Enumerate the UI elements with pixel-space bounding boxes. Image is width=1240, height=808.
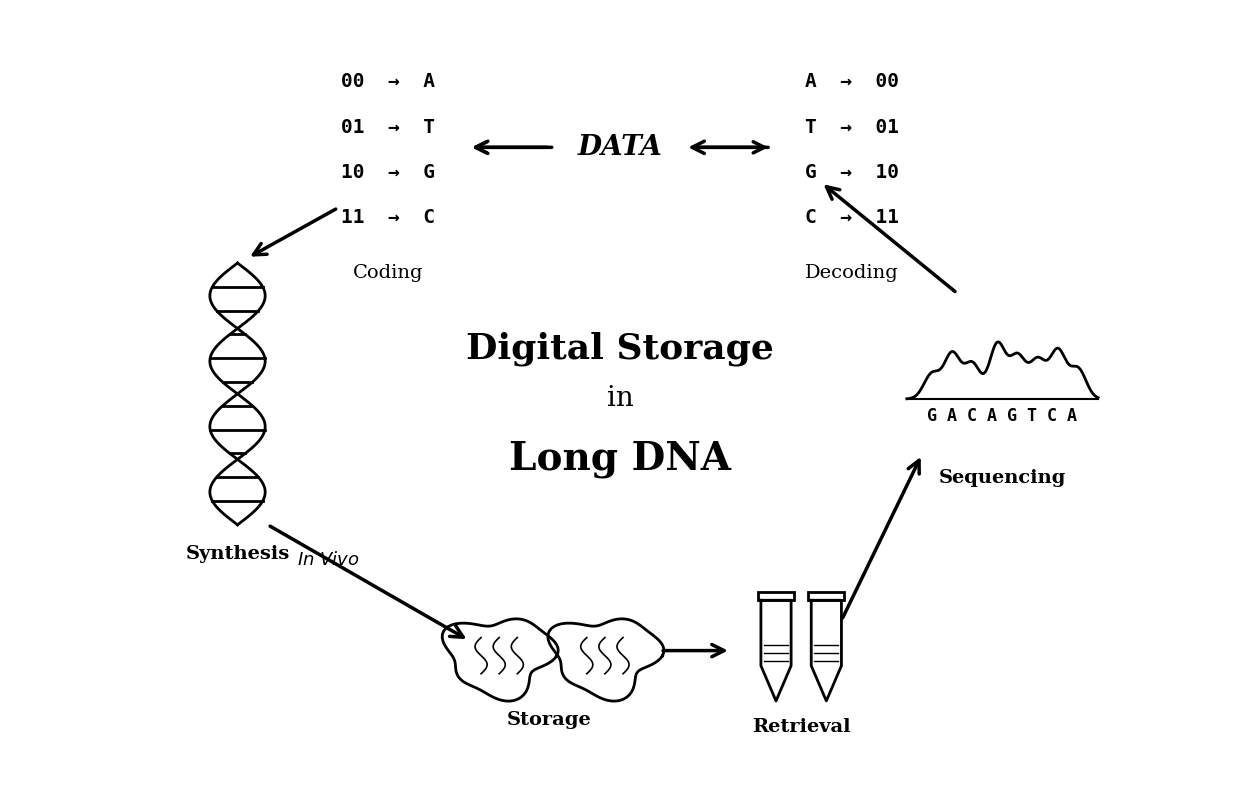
- Text: A  →  00: A → 00: [805, 73, 899, 91]
- Text: 10  →  G: 10 → G: [341, 163, 435, 182]
- Text: G A C A G T C A: G A C A G T C A: [928, 407, 1078, 425]
- Polygon shape: [443, 619, 558, 701]
- Polygon shape: [548, 619, 663, 701]
- Text: Retrieval: Retrieval: [751, 718, 851, 736]
- Text: Synthesis: Synthesis: [186, 545, 290, 563]
- Text: 11  →  C: 11 → C: [341, 208, 435, 227]
- Text: Digital Storage: Digital Storage: [466, 331, 774, 366]
- Text: DATA: DATA: [578, 134, 662, 161]
- Text: Coding: Coding: [353, 264, 424, 282]
- Text: G  →  10: G → 10: [805, 163, 899, 182]
- Text: C  →  11: C → 11: [805, 208, 899, 227]
- Text: in: in: [606, 385, 634, 412]
- Text: 01  →  T: 01 → T: [341, 118, 435, 137]
- Text: Sequencing: Sequencing: [939, 469, 1066, 487]
- Polygon shape: [761, 600, 791, 701]
- Text: T  →  01: T → 01: [805, 118, 899, 137]
- Text: Storage: Storage: [507, 711, 591, 729]
- Text: $\it{In\ Vivo}$: $\it{In\ Vivo}$: [296, 551, 360, 569]
- Text: Decoding: Decoding: [805, 264, 898, 282]
- Text: Long DNA: Long DNA: [508, 440, 732, 478]
- Polygon shape: [811, 600, 842, 701]
- Text: 00  →  A: 00 → A: [341, 73, 435, 91]
